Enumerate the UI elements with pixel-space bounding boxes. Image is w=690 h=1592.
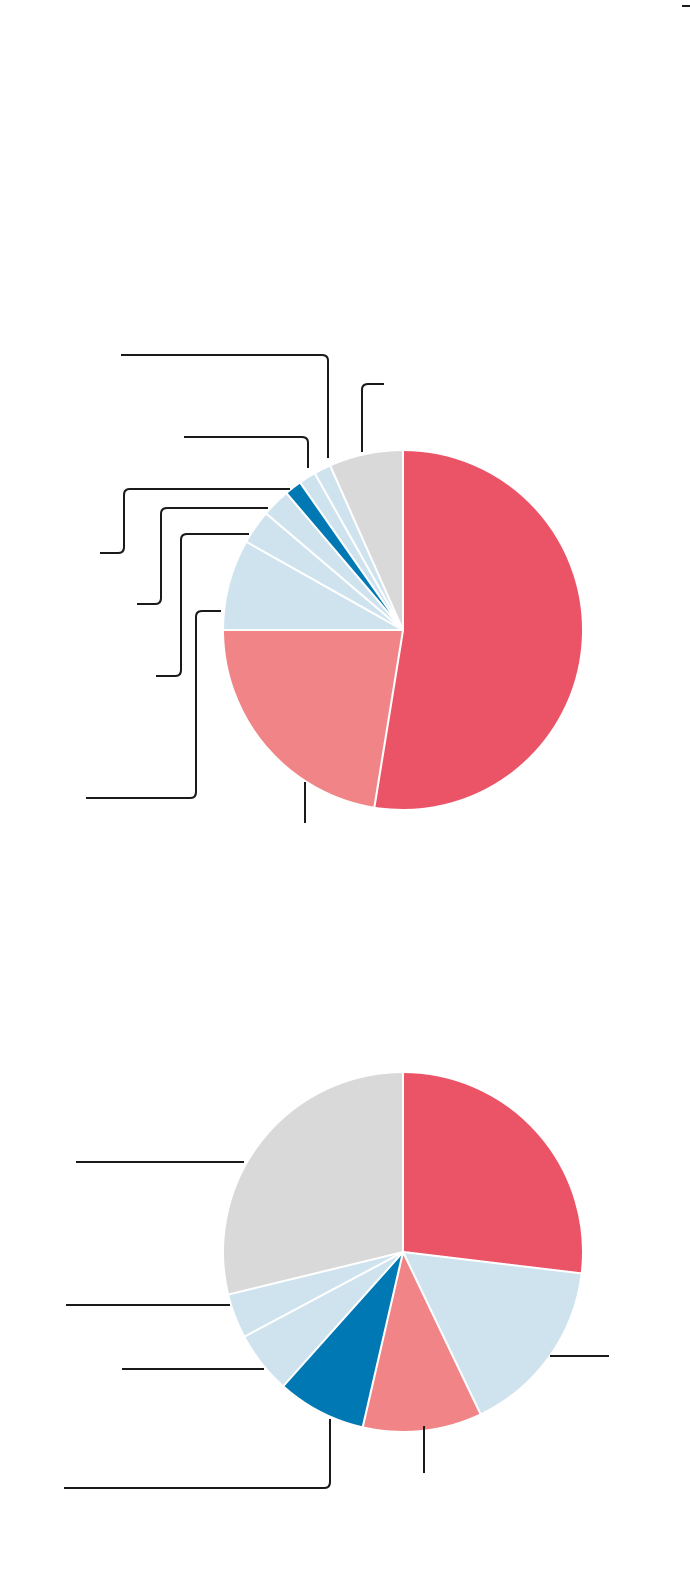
leader-line-3 bbox=[184, 436, 309, 468]
pie2-slice-1 bbox=[402, 1071, 585, 1275]
leader-line-7 bbox=[86, 610, 221, 799]
pie1-slice-3 bbox=[222, 540, 404, 631]
pie-chart-1 bbox=[222, 449, 584, 811]
leader-line-1 bbox=[121, 354, 329, 458]
pie2-slice-2 bbox=[402, 1251, 583, 1416]
leader-line-12 bbox=[64, 1419, 331, 1489]
leader-line-6 bbox=[156, 533, 249, 677]
pie1-slice-9 bbox=[329, 449, 404, 631]
leader-line-5 bbox=[137, 507, 268, 605]
pie1-slice-2 bbox=[222, 629, 404, 809]
pie-chart-2 bbox=[222, 1071, 585, 1433]
pie1-slice-1 bbox=[373, 449, 584, 811]
pie2-slice-4 bbox=[282, 1251, 404, 1429]
leader-lines-chart-2 bbox=[64, 1161, 609, 1489]
leader-lines-chart-1 bbox=[86, 354, 384, 823]
pie2-slice-3 bbox=[361, 1251, 482, 1433]
pie2-slice-7 bbox=[222, 1071, 404, 1296]
leader-line-4 bbox=[100, 488, 290, 554]
leader-line-2 bbox=[361, 383, 384, 452]
